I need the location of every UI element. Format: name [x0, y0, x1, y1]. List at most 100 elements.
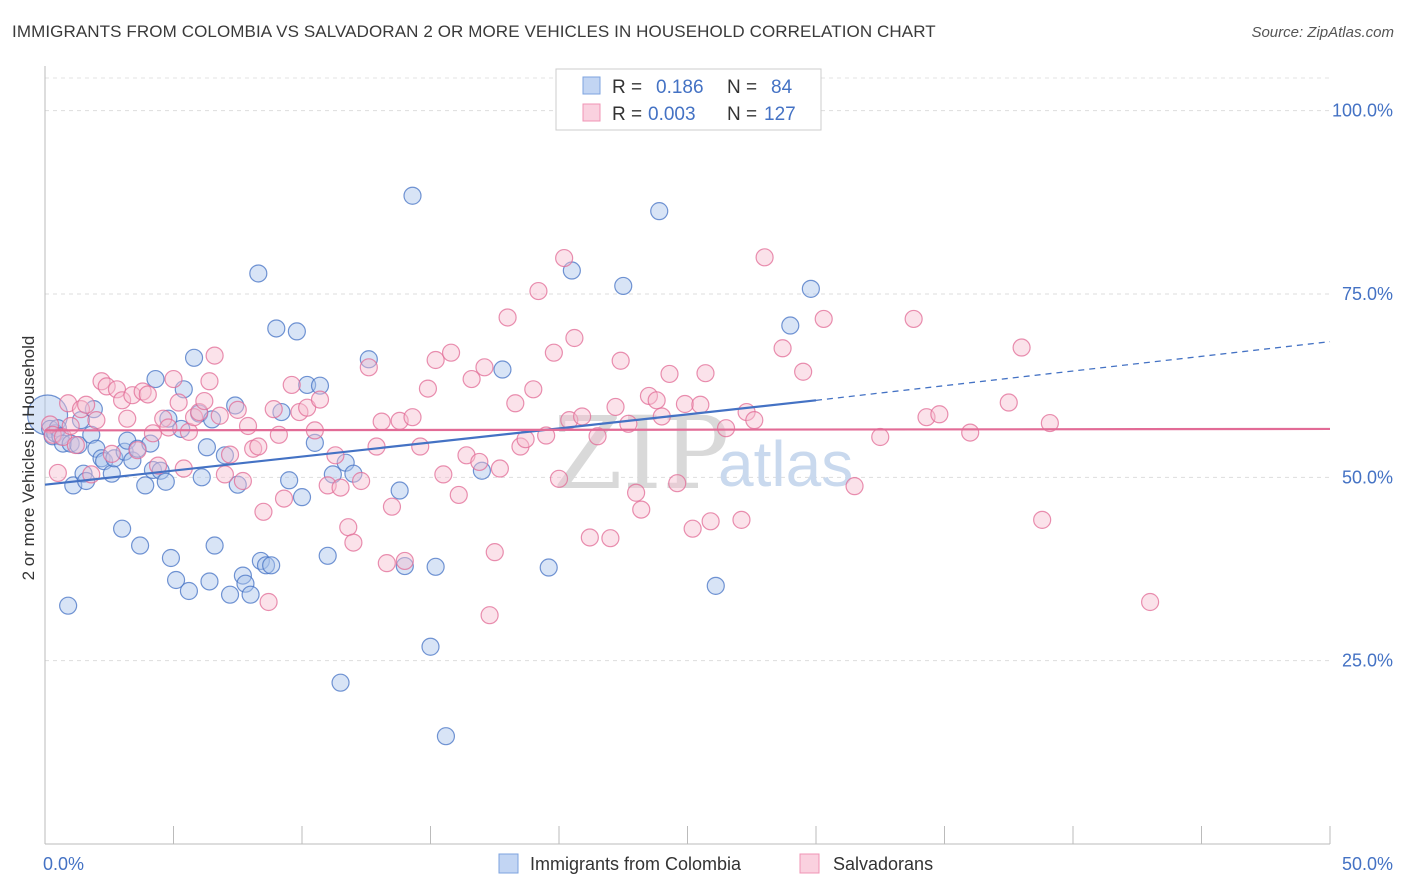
point-salvadoran-96 [611, 351, 630, 370]
point-salvadoran-16 [118, 409, 137, 428]
point-salvadoran-118 [845, 477, 864, 496]
y-tick-label-2: 75.0% [1342, 284, 1393, 304]
point-colombia-62 [298, 375, 317, 395]
point-colombia-55 [256, 556, 276, 575]
point-salvadoran-117 [814, 309, 833, 329]
point-colombia-27 [136, 476, 155, 495]
point-salvadoran-20 [138, 385, 157, 404]
point-colombia-42 [197, 438, 217, 457]
point-colombia-47 [220, 585, 240, 604]
point-salvadoran-57 [352, 471, 371, 491]
point-colombia-73 [403, 186, 422, 205]
point-salvadoran-25 [164, 369, 183, 389]
point-salvadoran-54 [331, 478, 350, 497]
point-salvadoran-43 [259, 592, 278, 612]
point-salvadoran-55 [339, 518, 358, 537]
point-salvadoran-109 [701, 512, 720, 531]
point-salvadoran-92 [580, 528, 599, 547]
point-salvadoran-128 [930, 405, 949, 424]
point-salvadoran-119 [871, 427, 890, 447]
point-colombia-85 [801, 279, 820, 298]
point-salvadoran-80 [506, 394, 525, 413]
point-salvadoran-74 [470, 452, 489, 472]
point-salvadoran-5 [61, 416, 80, 436]
point-salvadoran-64 [395, 551, 414, 571]
point-salvadoran-59 [367, 437, 386, 456]
point-salvadoran-71 [449, 485, 468, 505]
point-salvadoran-18 [128, 441, 147, 460]
legend-r-label-2: R = [612, 104, 642, 125]
point-colombia-64 [310, 376, 330, 395]
point-colombia-81 [614, 276, 633, 296]
point-salvadoran-13 [102, 444, 121, 463]
legend-swatch-colombia [582, 76, 601, 95]
point-colombia-56 [262, 556, 281, 575]
point-colombia-78 [493, 360, 512, 379]
point-salvadoran-35 [215, 465, 234, 484]
point-salvadoran-19 [133, 382, 152, 401]
point-colombia-52 [241, 585, 260, 604]
point-salvadoran-61 [377, 554, 396, 573]
point-colombia-38 [179, 581, 199, 601]
point-salvadoran-29 [184, 408, 204, 427]
point-colombia-75 [426, 557, 445, 576]
x-tick-label-0: 0.0% [43, 854, 84, 874]
point-colombia-74 [421, 637, 440, 656]
point-colombia-7 [59, 596, 78, 615]
point-salvadoran-114 [755, 248, 774, 267]
point-colombia-84 [781, 316, 800, 335]
point-salvadoran-108 [696, 364, 715, 383]
trend-lines [44, 341, 1331, 486]
point-salvadoran-65 [403, 408, 422, 427]
point-salvadoran-120 [904, 309, 923, 329]
point-salvadoran-83 [524, 380, 543, 399]
point-colombia-71 [390, 481, 409, 500]
point-colombia-26 [130, 536, 150, 555]
point-salvadoran-58 [359, 358, 378, 377]
y-tick-label-3: 100.0% [1332, 101, 1393, 121]
point-salvadoran-15 [112, 391, 132, 410]
point-salvadoran-73 [462, 369, 481, 389]
point-salvadoran-32 [200, 372, 219, 391]
point-salvadoran-123 [999, 393, 1018, 412]
point-colombia-60 [287, 322, 306, 341]
point-salvadoran-37 [228, 400, 247, 419]
y-tick-label-1: 50.0% [1342, 467, 1393, 487]
point-salvadoran-51 [310, 390, 330, 409]
trend-line-extension-0 [815, 341, 1331, 401]
point-salvadoran-70 [441, 343, 461, 362]
point-salvadoran-66 [411, 437, 430, 456]
point-salvadoran-75 [475, 358, 494, 377]
point-salvadoran-122 [961, 423, 980, 442]
legend-r-label-1: R = [612, 77, 642, 98]
trend-line-1 [44, 427, 1331, 432]
point-colombia-45 [205, 536, 224, 555]
point-salvadoran-95 [606, 397, 625, 417]
point-salvadoran-8 [77, 395, 96, 414]
point-salvadoran-23 [154, 409, 173, 428]
point-salvadoran-12 [97, 377, 116, 396]
point-colombia-51 [236, 574, 255, 593]
point-salvadoran-10 [87, 411, 106, 430]
point-salvadoran-22 [148, 456, 168, 475]
point-salvadoran-24 [159, 418, 178, 437]
point-salvadoran-124 [1012, 338, 1031, 357]
point-salvadoran-113 [745, 411, 764, 430]
point-salvadoran-47 [282, 375, 301, 395]
point-salvadoran-46 [274, 489, 294, 508]
point-salvadoran-11 [92, 372, 111, 391]
point-salvadoran-36 [220, 445, 240, 464]
point-colombia-39 [184, 348, 204, 367]
y-tick-label-0: 25.0% [1342, 651, 1393, 671]
point-salvadoran-62 [382, 497, 402, 516]
point-salvadoran-6 [66, 435, 85, 455]
point-colombia-24 [123, 451, 142, 470]
point-salvadoran-17 [123, 386, 142, 405]
y-axis-label: 2 or more Vehicles in Household [19, 336, 38, 581]
point-colombia-72 [395, 556, 414, 576]
chart-title: IMMIGRANTS FROM COLOMBIA VS SALVADORAN 2… [12, 22, 936, 41]
point-salvadoran-111 [732, 510, 751, 529]
point-salvadoran-41 [249, 437, 268, 456]
watermark-zip: ZIP [553, 395, 729, 512]
